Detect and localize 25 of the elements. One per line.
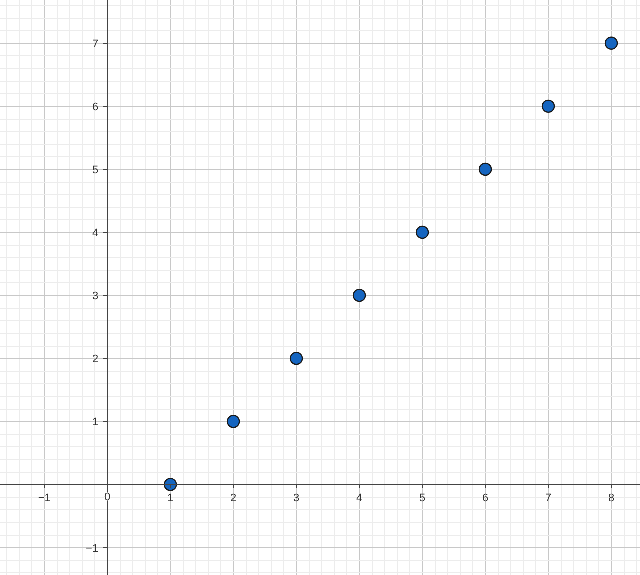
- y-tick-label: 7: [92, 38, 99, 50]
- x-tick-label: −1: [38, 492, 51, 505]
- x-tick-label: 1: [168, 492, 174, 505]
- y-tick-label: 6: [92, 101, 99, 114]
- point: [352, 288, 366, 302]
- x-tick-label: 7: [545, 492, 552, 505]
- x-tick-label: 3: [294, 492, 300, 505]
- x-tick-label: 2: [230, 492, 237, 505]
- point: [290, 352, 304, 366]
- y-tick-label: −1: [86, 542, 99, 555]
- y-tick-label: 1: [92, 416, 99, 429]
- x-tick-label: 5: [419, 492, 426, 505]
- point: [416, 226, 430, 240]
- y-tick-label: 2: [92, 354, 99, 366]
- x-tick-label: 8: [608, 492, 615, 505]
- y-tick-label: 4: [92, 228, 99, 240]
- y-tick-label: 5: [92, 164, 99, 176]
- x-tick-label: 0: [104, 492, 111, 504]
- point: [604, 36, 618, 50]
- x-tick-label: 6: [482, 492, 489, 505]
- point: [226, 415, 240, 428]
- point: [542, 100, 556, 114]
- y-tick-label: 3: [92, 290, 99, 303]
- x-tick-label: 4: [356, 492, 363, 505]
- point: [478, 162, 492, 176]
